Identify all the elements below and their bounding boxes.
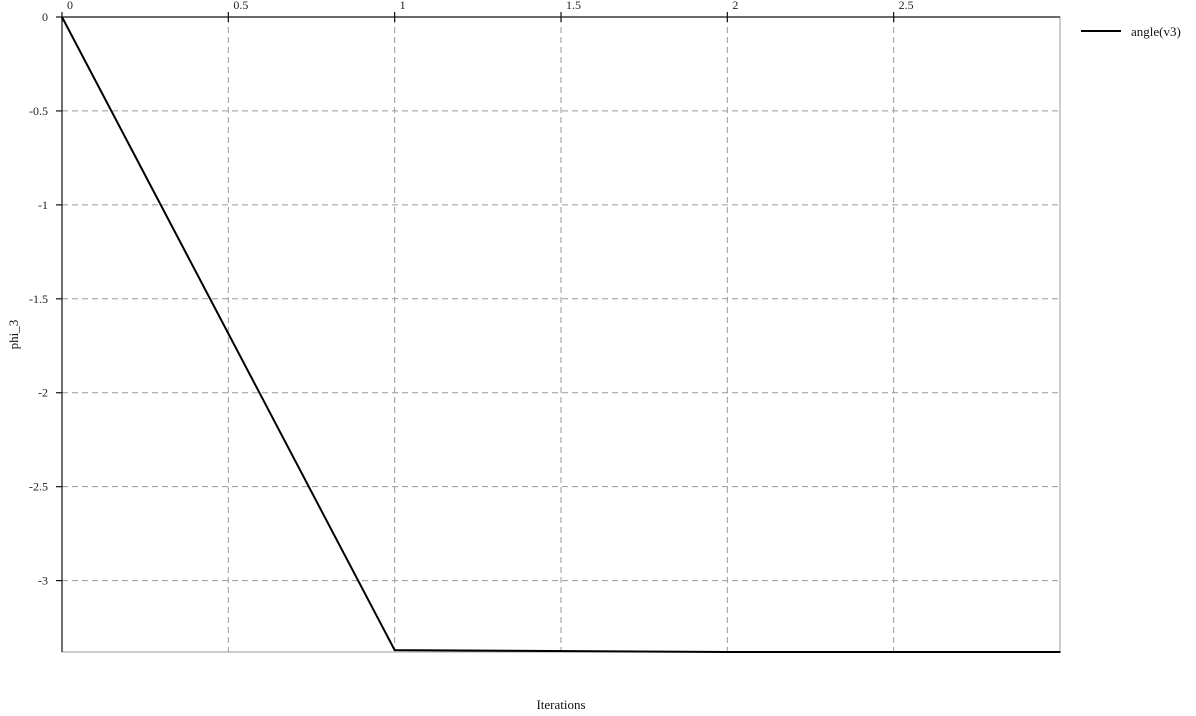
x-tick-label: 2 bbox=[732, 0, 738, 12]
y-tick-label: -1 bbox=[38, 198, 48, 212]
legend: angle(v3) bbox=[1081, 24, 1181, 39]
y-tick-label: -3 bbox=[38, 574, 48, 588]
data-point bbox=[393, 649, 396, 651]
data-point bbox=[61, 16, 63, 18]
x-tick-label: 0.5 bbox=[233, 0, 248, 12]
data-point bbox=[1059, 651, 1061, 653]
y-tick-label: -1.5 bbox=[29, 292, 48, 306]
series-line bbox=[61, 16, 1060, 653]
x-axis-title: Iterations bbox=[536, 697, 585, 712]
legend-label: angle(v3) bbox=[1131, 24, 1181, 39]
data-point bbox=[726, 651, 729, 653]
y-ticks: 0 -0.5 -1 -1.5 -2 -2.5 -3 bbox=[29, 10, 62, 588]
series bbox=[61, 16, 1061, 653]
x-tick-label: 1.5 bbox=[566, 0, 581, 12]
x-tick-label: 2.5 bbox=[899, 0, 914, 12]
x-tick-label: 0 bbox=[67, 0, 73, 12]
x-ticks: 0 0.5 1 1.5 2 2.5 bbox=[61, 0, 914, 22]
y-axis-title: phi_3 bbox=[6, 320, 21, 350]
grid bbox=[62, 17, 1060, 652]
y-tick-label: 0 bbox=[42, 10, 48, 24]
y-tick-label: -0.5 bbox=[29, 104, 48, 118]
y-tick-label: -2 bbox=[38, 386, 48, 400]
y-tick-label: -2.5 bbox=[29, 480, 48, 494]
x-tick-label: 1 bbox=[400, 0, 406, 12]
